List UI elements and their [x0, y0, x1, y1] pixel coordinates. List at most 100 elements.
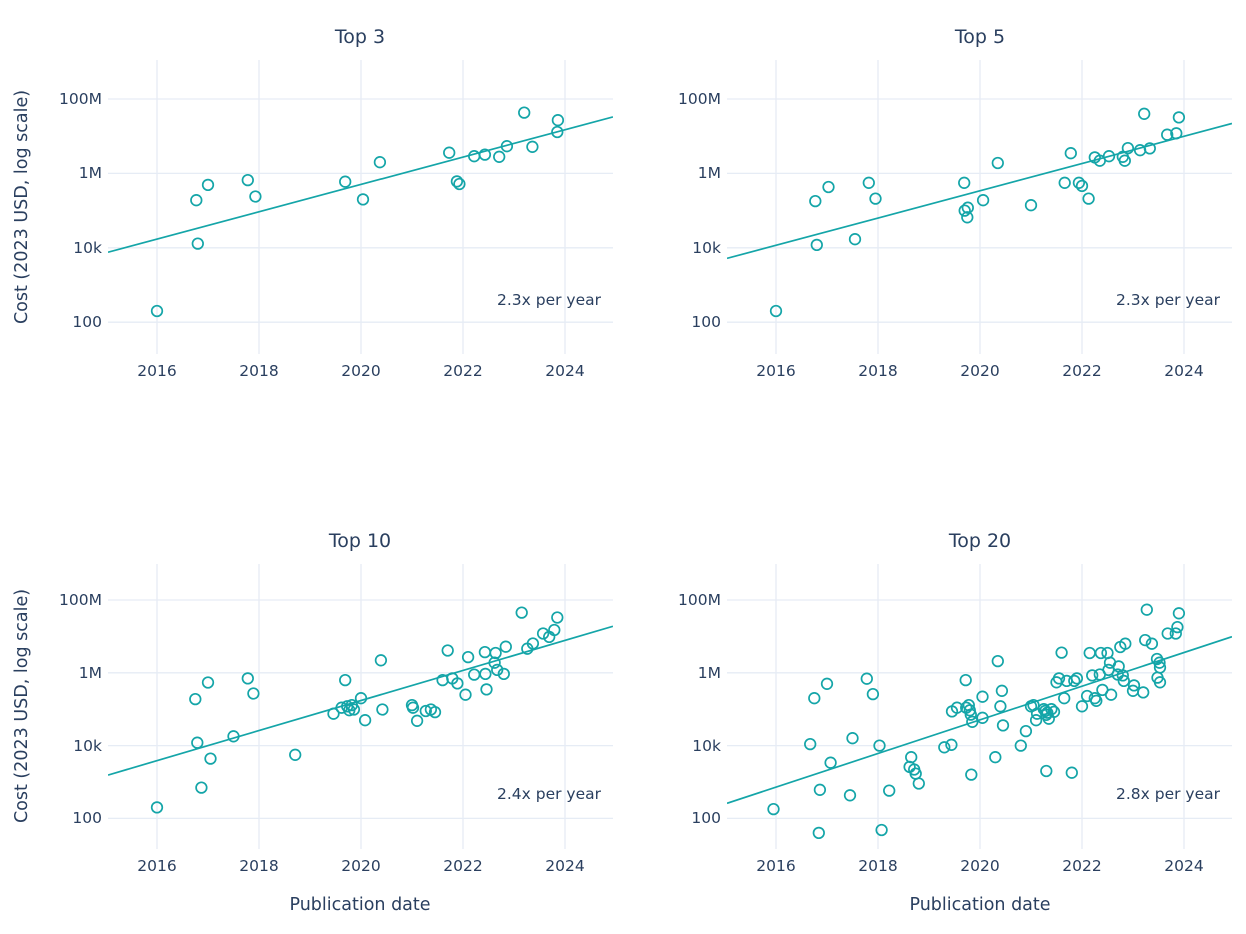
data-point [912, 777, 925, 790]
data-point [1169, 627, 1182, 640]
data-point [150, 801, 164, 814]
data-point [1153, 676, 1167, 689]
panel-title-top-10: Top 10 [328, 530, 392, 552]
data-point [551, 125, 564, 139]
data-point [964, 708, 977, 721]
data-point [1075, 179, 1089, 193]
trend-line [108, 116, 613, 254]
data-point [376, 703, 389, 716]
data-point [950, 701, 964, 714]
data-point [489, 646, 502, 660]
data-point [358, 714, 372, 727]
data-point [961, 211, 974, 224]
x-tick-label: 2018 [858, 857, 898, 875]
y-tick-label: 1M [697, 164, 721, 183]
data-point [479, 667, 492, 681]
data-point [873, 739, 886, 752]
y-tick-label: 10k [692, 238, 721, 257]
y-tick-label: 1M [697, 663, 721, 682]
y-tick-label: 100M [678, 591, 721, 609]
data-point [451, 677, 464, 690]
data-point [869, 192, 882, 205]
data-point [966, 715, 979, 728]
x-tick-label: 2022 [1062, 857, 1102, 875]
data-point [938, 741, 951, 754]
data-point [1139, 633, 1152, 647]
data-point [468, 668, 481, 681]
data-point [195, 781, 208, 794]
data-point [991, 654, 1004, 668]
data-point [374, 654, 388, 667]
data-point [497, 667, 510, 681]
data-point [905, 751, 918, 764]
data-point [1068, 674, 1081, 688]
data-point [1086, 669, 1099, 682]
data-point [450, 175, 464, 188]
data-point [1065, 766, 1078, 779]
data-point [1072, 176, 1086, 189]
y-axis-title-top-row: Cost (2023 USD, log scale) [12, 89, 32, 325]
data-point [813, 783, 827, 796]
data-point [965, 768, 978, 781]
x-tick-label: 2024 [1164, 857, 1204, 875]
data-point [1171, 620, 1184, 634]
data-point [536, 627, 550, 640]
data-point [809, 194, 822, 208]
data-point [808, 692, 821, 705]
data-point [1080, 689, 1094, 703]
y-tick-label: 100M [678, 90, 721, 108]
y-tick-label: 1M [78, 663, 102, 682]
data-point [961, 201, 974, 214]
x-tick-label: 2018 [239, 362, 279, 380]
data-point [526, 140, 539, 153]
data-point [410, 714, 424, 727]
data-point [848, 233, 862, 246]
data-point [500, 140, 514, 153]
data-point [1045, 703, 1058, 716]
data-point [1090, 694, 1103, 707]
data-point [339, 175, 352, 188]
data-point [373, 156, 387, 169]
data-point [150, 304, 164, 318]
data-point [1052, 672, 1066, 685]
data-point [347, 703, 361, 716]
data-point [1137, 686, 1150, 699]
scatter-plot-top-3 [108, 60, 613, 354]
data-point [812, 826, 825, 840]
data-point [441, 644, 454, 657]
data-point [866, 687, 880, 701]
x-tick-label: 2018 [858, 362, 898, 380]
data-point [846, 732, 859, 745]
data-point [1055, 646, 1068, 659]
data-point [959, 673, 972, 687]
data-point [443, 146, 456, 159]
y-tick-label: 10k [73, 238, 102, 257]
x-tick-label: 2024 [1164, 362, 1204, 380]
x-axis-title-bottom-right: Publication date [909, 895, 1051, 915]
scatter-plot-top-10 [108, 564, 613, 849]
x-tick-label: 2020 [341, 362, 381, 380]
x-tick-label: 2022 [1062, 362, 1102, 380]
y-tick-label: 10k [73, 736, 102, 755]
data-point [958, 204, 971, 217]
data-point [1014, 739, 1027, 752]
data-point [327, 707, 340, 720]
y-tick-label: 100 [691, 809, 721, 828]
growth-annotation-top-3: 2.3x per year [496, 291, 601, 309]
x-tick-label: 2020 [960, 362, 1000, 380]
data-point [1170, 127, 1183, 140]
data-point [453, 177, 466, 191]
data-point [1140, 603, 1153, 616]
data-point [478, 148, 492, 161]
data-point [189, 692, 202, 706]
x-tick-label: 2018 [239, 857, 279, 875]
data-point [459, 688, 472, 701]
data-point [419, 704, 432, 718]
data-point [191, 237, 204, 250]
data-point [804, 737, 817, 751]
data-point [339, 673, 352, 687]
data-point [1111, 668, 1124, 681]
x-tick-label: 2020 [341, 857, 381, 875]
data-point [883, 784, 896, 797]
y-tick-label: 100M [59, 90, 102, 108]
